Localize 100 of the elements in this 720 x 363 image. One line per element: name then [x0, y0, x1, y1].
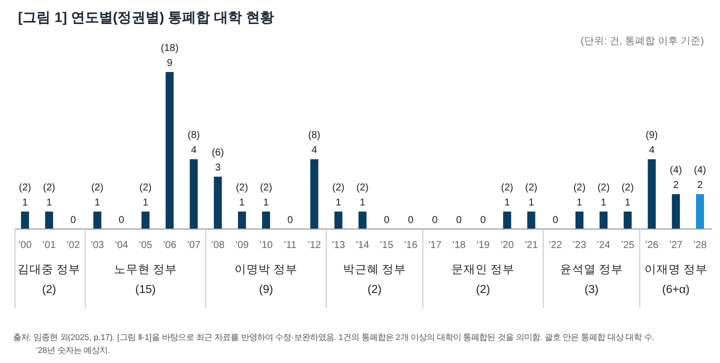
source-note: 출처: 임종현 외(2025, p.17). [그림 Ⅱ-1]을 바탕으로 최근 자료를 반영하여 수정·보완하였음. 1건의 통폐합은 2개 이상의 대학이 통폐합된 것을 의미함. 괄호 안은 통폐합 대상 대학 수.: [13, 332, 654, 342]
annotation: (4): [694, 165, 706, 176]
x-tick-label: ’19: [476, 240, 490, 251]
bar: [21, 212, 29, 229]
bar: [310, 159, 318, 229]
bar: [358, 212, 366, 229]
x-tick-label: ’02: [66, 240, 80, 251]
x-tick-label: ’07: [187, 240, 201, 251]
x-tick-label: ’24: [596, 240, 611, 251]
data-label: 1: [22, 198, 28, 209]
data-label: 4: [649, 145, 656, 156]
bar: [214, 176, 222, 229]
annotation: (2): [501, 182, 514, 194]
bar: [238, 212, 246, 229]
data-label: 1: [142, 198, 149, 209]
annotation: (2): [18, 182, 32, 194]
data-label: 1: [46, 198, 52, 209]
text: 이명박 정부 (9): [234, 264, 298, 296]
data-label: 1: [528, 198, 534, 209]
x-tick-label: ’16: [404, 240, 418, 251]
x-tick-label: ’06: [162, 240, 177, 251]
bar: [624, 212, 632, 229]
x-tick-label: ’04: [114, 240, 129, 251]
data-label: 0: [456, 215, 462, 226]
x-tick-label: ’12: [308, 240, 322, 251]
bar: [190, 159, 198, 229]
data-label: 1: [576, 198, 583, 209]
bar: [527, 212, 536, 229]
annotation: (8): [308, 130, 320, 142]
x-tick-label: ’27: [669, 240, 683, 251]
bar: [696, 194, 704, 229]
data-label: 1: [336, 198, 342, 209]
text: 노무현 정부 (15): [114, 264, 178, 296]
data-label: 3: [215, 162, 222, 174]
data-label: 0: [552, 215, 559, 226]
bar: [503, 212, 512, 229]
x-tick-label: ’23: [572, 240, 587, 251]
x-tick-label: ’08: [211, 240, 225, 251]
data-label: 1: [504, 198, 510, 209]
annotation: (2): [91, 182, 104, 194]
x-tick-label: ’14: [356, 240, 370, 251]
data-label: 1: [600, 198, 607, 209]
annotation: (2): [236, 182, 248, 194]
x-tick-label: ’25: [621, 240, 635, 251]
bar: [672, 194, 680, 229]
annotation: (2): [622, 182, 634, 194]
annotation: (8): [188, 130, 200, 142]
annotation: (6): [212, 148, 224, 159]
bar: [45, 212, 54, 229]
text: 이재명 정부 (6+α): [644, 264, 708, 296]
data-label: 1: [263, 198, 270, 209]
x-tick-label: ’09: [235, 240, 250, 251]
data-label: 4: [312, 145, 318, 156]
bar: [648, 159, 656, 229]
x-tick-label: ’05: [138, 240, 153, 251]
x-tick-label: ’11: [284, 240, 297, 251]
data-label: 2: [697, 180, 704, 192]
data-label: 0: [118, 215, 125, 226]
annotation: (9): [646, 130, 658, 142]
data-label: 0: [480, 215, 486, 226]
text: 김대중 정부 (2): [18, 264, 81, 296]
x-tick-label: ’13: [332, 240, 346, 251]
x-tick-label: ’22: [548, 240, 562, 251]
annotation: (2): [525, 182, 538, 194]
x-tick-label: ’03: [90, 240, 104, 251]
bar: [575, 212, 584, 229]
annotation: (2): [332, 182, 345, 194]
bar: [166, 72, 174, 229]
data-label: 0: [287, 215, 294, 226]
bar: [142, 212, 150, 229]
data-label: 0: [432, 215, 438, 226]
x-tick-label: ’28: [693, 240, 708, 251]
annotation: (4): [670, 165, 682, 176]
data-label: 1: [360, 198, 366, 209]
bar: [600, 212, 608, 229]
x-tick-label: ’21: [524, 240, 538, 251]
data-label: 2: [673, 180, 680, 192]
annotation: (2): [260, 182, 272, 194]
x-tick-label: ’01: [42, 240, 56, 251]
x-tick-label: ’18: [452, 240, 466, 251]
annotation: (2): [42, 182, 56, 194]
text: 문재인 정부 (2): [451, 264, 515, 296]
data-label: 1: [624, 198, 631, 209]
data-label: 0: [70, 215, 76, 226]
bar: [93, 212, 102, 229]
annotation: (2): [597, 182, 610, 194]
x-tick-label: ’10: [259, 240, 274, 251]
text: ’28년 숫자는 예상치.: [36, 345, 110, 355]
bar: [262, 212, 270, 229]
annotation: (2): [356, 182, 369, 194]
data-label: 9: [166, 58, 173, 69]
x-tick-label: ’26: [645, 240, 659, 251]
annotation: (2): [573, 182, 586, 194]
text: 윤석열 정부 (3): [560, 264, 624, 296]
annotation: (2): [139, 182, 152, 194]
text: 박근혜 정부 (2): [342, 264, 406, 296]
data-label: 4: [190, 145, 197, 156]
data-label: 1: [239, 198, 246, 209]
x-tick-label: ’17: [428, 240, 442, 251]
x-tick-label: ’00: [18, 240, 32, 251]
